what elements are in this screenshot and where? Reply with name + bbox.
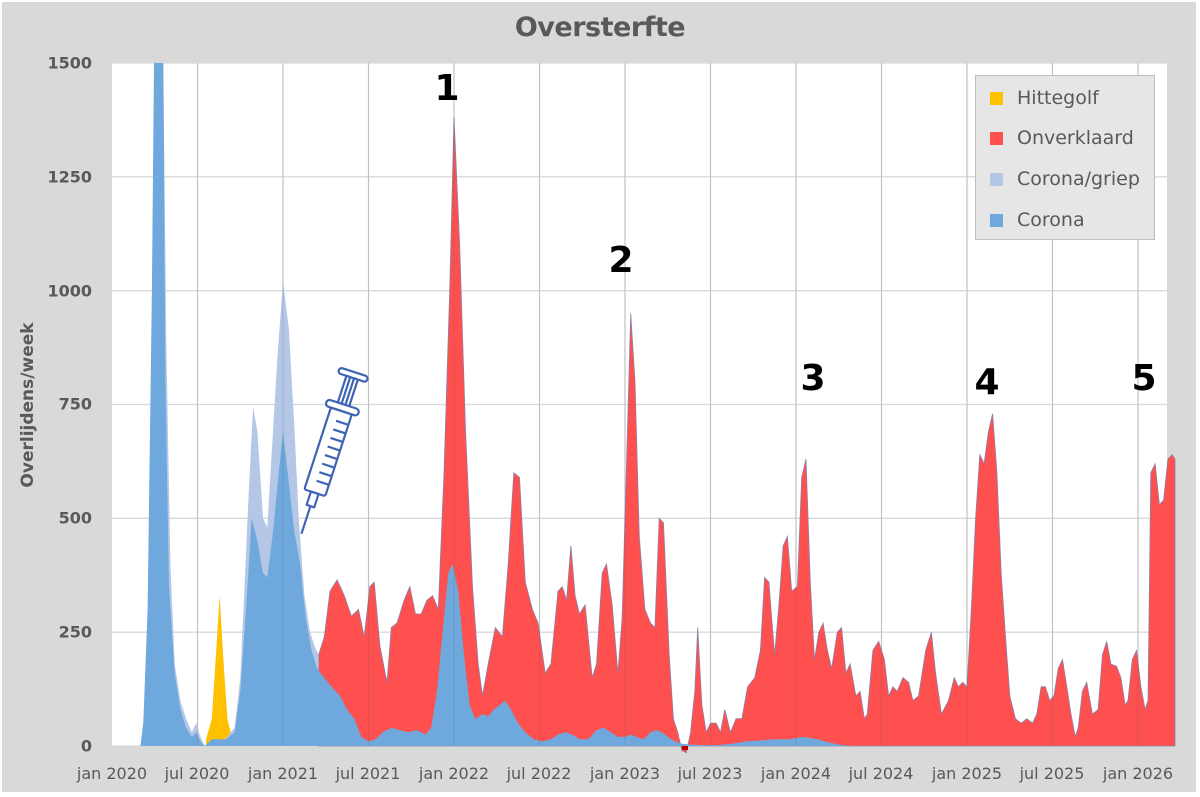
x-tick: jul 2025 [1019, 764, 1085, 783]
y-tick: 1250 [47, 167, 92, 187]
y-tick: 0 [80, 736, 92, 756]
x-tick: jan 2024 [760, 764, 832, 783]
area-corona [140, 63, 1176, 746]
y-tick: 1500 [47, 53, 92, 73]
x-tick: jan 2023 [589, 764, 661, 783]
x-tick: jan 2026 [1102, 764, 1174, 783]
legend-item-hittegolf[interactable]: Hittegolf [990, 86, 1099, 110]
x-tick: jan 2025 [931, 764, 1003, 783]
x-tick: jan 2020 [76, 764, 148, 783]
legend-label: Corona [1017, 209, 1085, 231]
legend-label: Corona/griep [1017, 168, 1140, 190]
x-tick: jan 2021 [247, 764, 319, 783]
legend: Hittegolf Onverklaard Corona/griep Coron… [975, 75, 1155, 240]
legend-item-corona-griep[interactable]: Corona/griep [990, 167, 1140, 191]
x-tick: jul 2020 [164, 764, 230, 783]
y-tick: 750 [58, 394, 92, 414]
peak-label-1: 1 [434, 68, 460, 109]
legend-item-corona[interactable]: Corona [990, 208, 1085, 232]
x-tick: jan 2022 [418, 764, 490, 783]
x-tick: jul 2024 [848, 764, 914, 783]
x-tick: jul 2022 [506, 764, 572, 783]
syringe-icon [300, 367, 369, 535]
y-tick: 500 [58, 508, 92, 528]
gridlines-overlay [197, 63, 1139, 746]
series-areas [140, 63, 1176, 754]
peak-label-3: 3 [800, 358, 826, 399]
chart-title: Oversterfte [514, 12, 686, 43]
legend-swatch [990, 131, 1003, 145]
y-tick: 250 [58, 622, 92, 642]
x-tick: jul 2023 [677, 764, 743, 783]
negative-dip [682, 746, 688, 750]
peak-label-2: 2 [608, 240, 634, 281]
area-onverklaard [318, 117, 1176, 754]
legend-label: Onverklaard [1017, 127, 1134, 149]
y-tick: 1000 [47, 281, 92, 301]
legend-label: Hittegolf [1017, 87, 1099, 109]
peak-label-4: 4 [974, 362, 1000, 403]
legend-swatch [990, 172, 1003, 186]
legend-item-onverklaard[interactable]: Onverklaard [990, 126, 1134, 150]
area-hittegolf [206, 595, 235, 746]
x-tick: jul 2021 [335, 764, 401, 783]
legend-swatch [990, 91, 1003, 105]
peak-label-5: 5 [1131, 358, 1157, 399]
legend-swatch [990, 213, 1003, 227]
